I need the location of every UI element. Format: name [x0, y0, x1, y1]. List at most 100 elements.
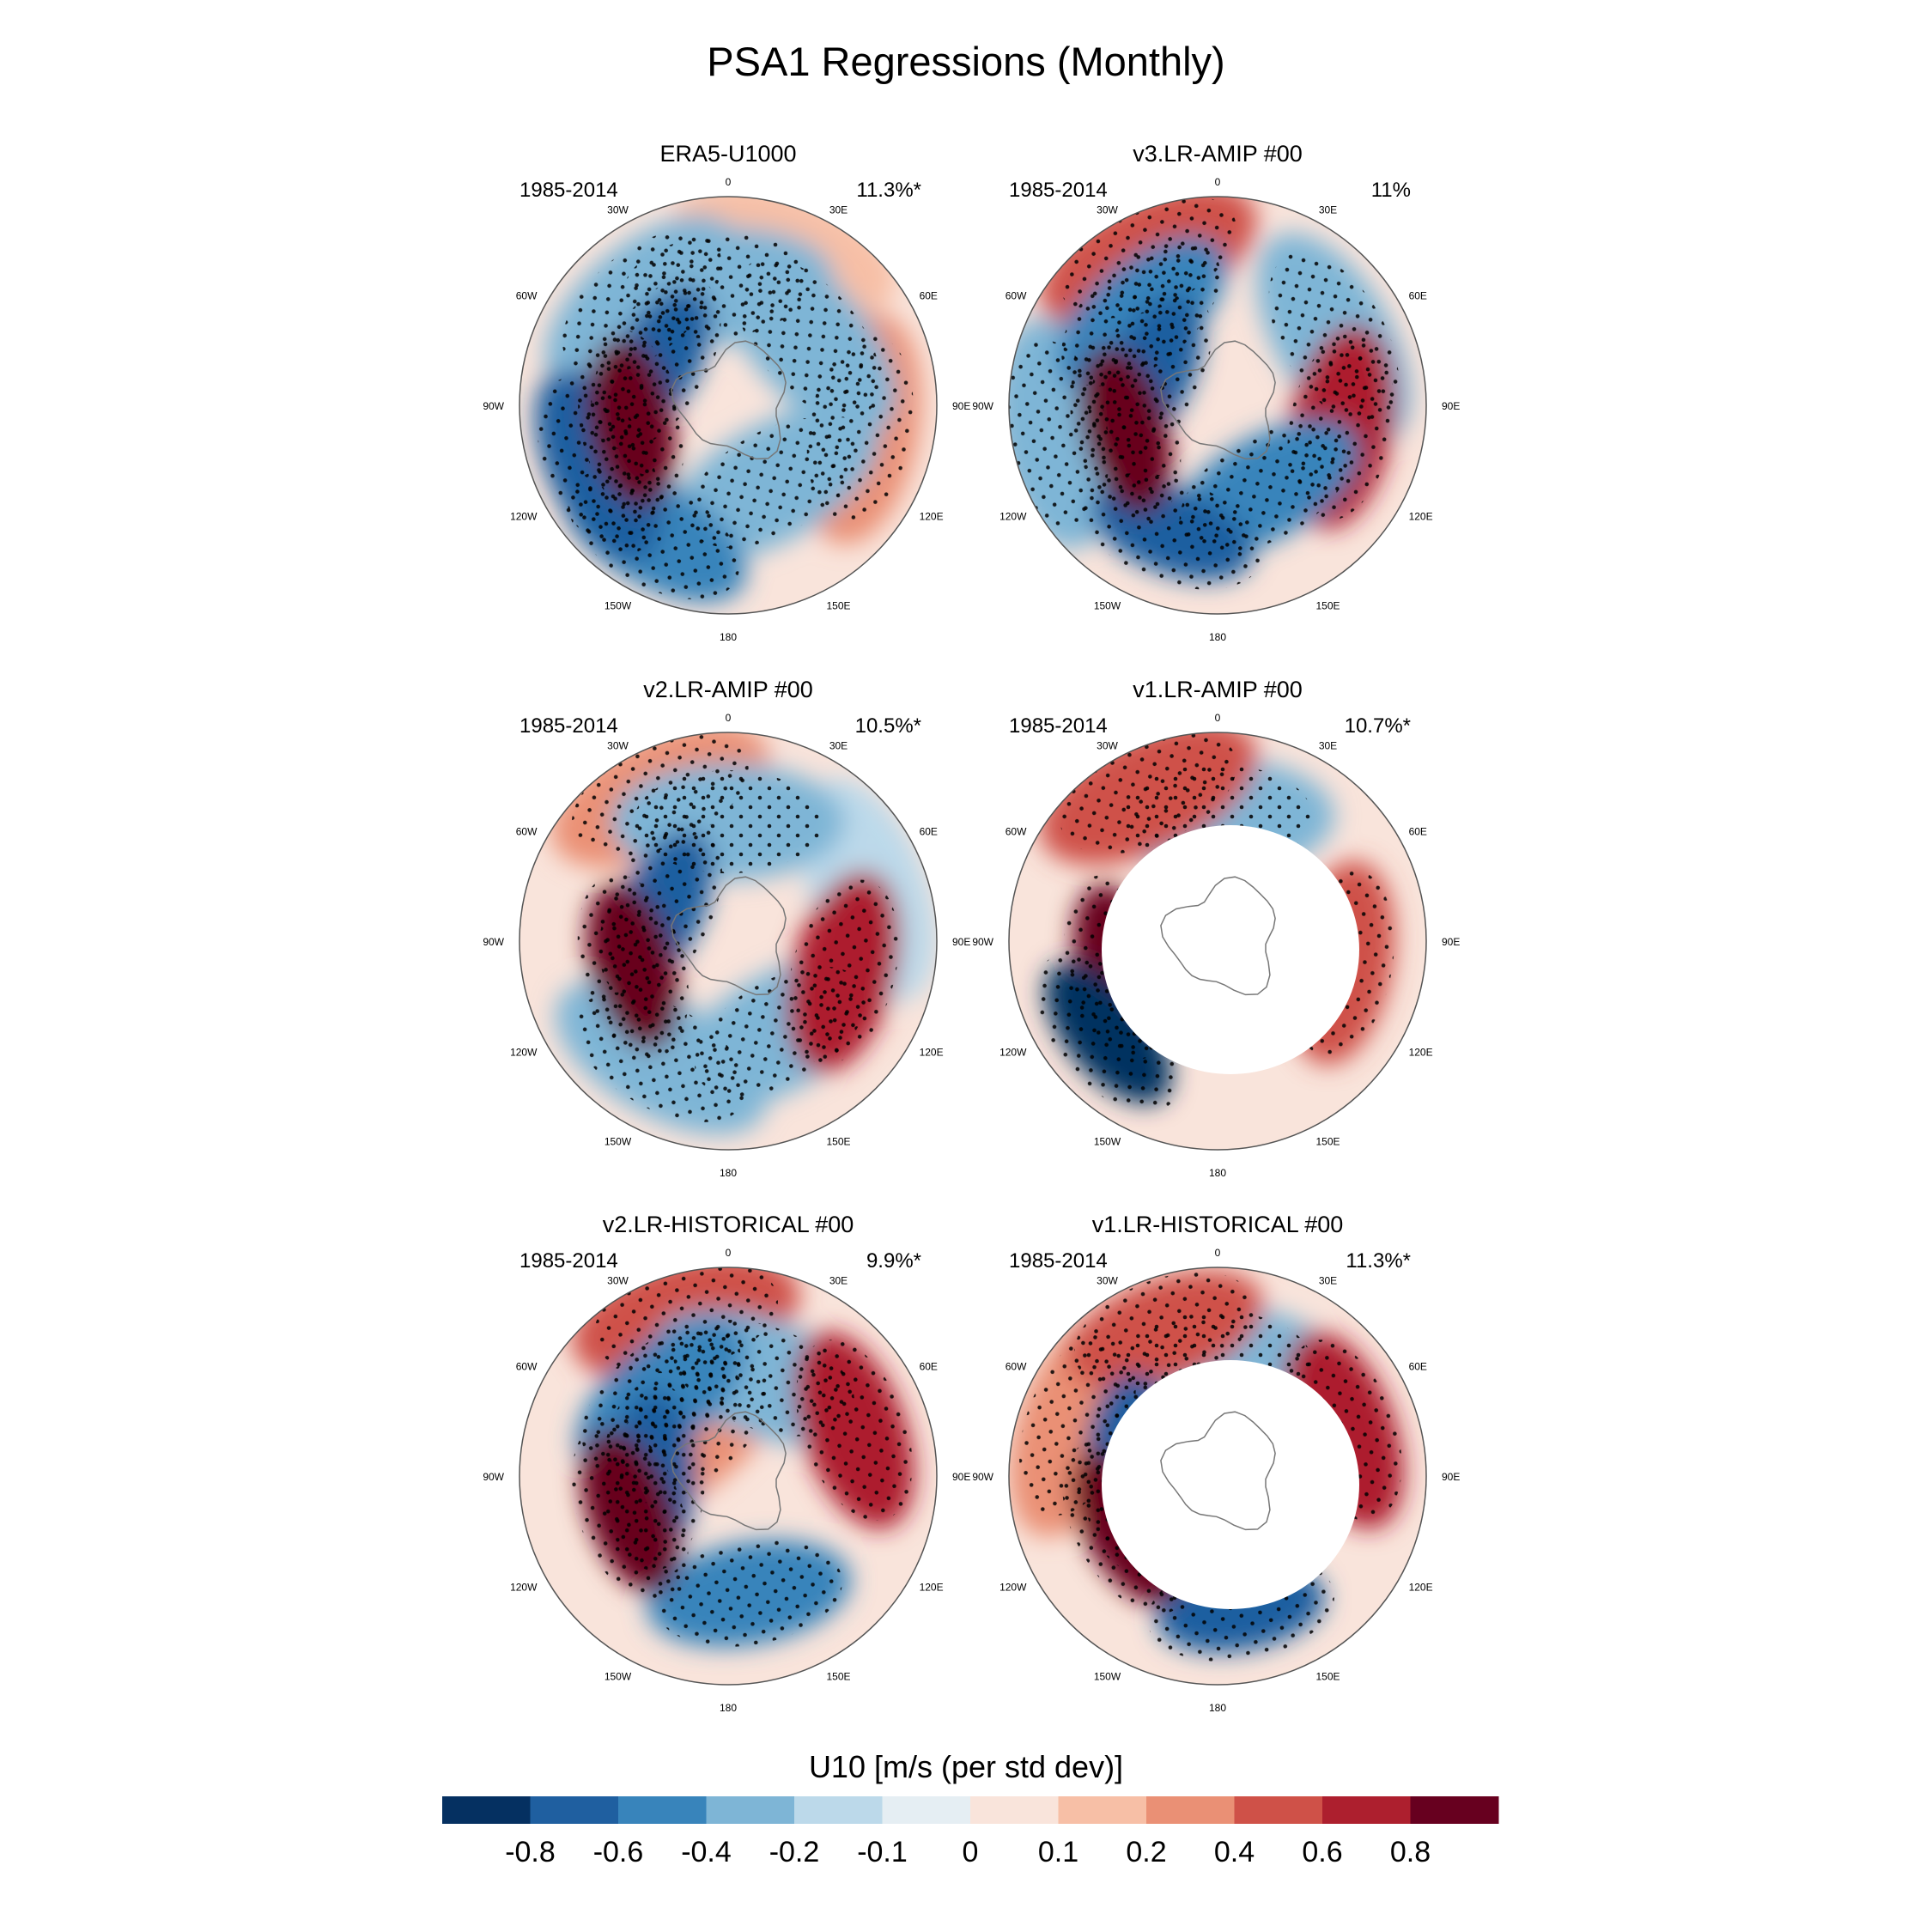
longitude-label: 60E — [920, 290, 938, 302]
colorbar-swatch — [794, 1796, 883, 1824]
panel-title: v2.LR-AMIP #00 — [643, 677, 813, 702]
longitude-label: 180 — [720, 1167, 737, 1179]
significance-stipple — [634, 770, 823, 874]
panel-percent: 9.9%* — [866, 1249, 921, 1273]
longitude-label: 150W — [1094, 600, 1121, 612]
longitude-label: 30E — [1319, 204, 1337, 216]
significance-stipple — [687, 417, 859, 548]
colorbar-tick-label: 0.8 — [1390, 1836, 1431, 1868]
longitude-label: 120W — [510, 1582, 538, 1594]
longitude-label: 120W — [510, 511, 538, 523]
significance-stipple — [1061, 241, 1221, 386]
longitude-label: 30W — [1097, 739, 1118, 751]
panel-period: 1985-2014 — [519, 1249, 618, 1273]
polar-panel: ERA5-U1000 1985-2014 11.3%* 0 30E 60E 90E 120E 1… — [483, 141, 970, 643]
longitude-label: 60W — [1005, 1361, 1027, 1373]
longitude-label: 30W — [607, 204, 629, 216]
panel-title: v1.LR-AMIP #00 — [1133, 677, 1303, 702]
longitude-label: 30W — [607, 1274, 629, 1286]
longitude-label: 60E — [1409, 290, 1427, 302]
longitude-label: 60W — [1005, 826, 1027, 838]
polar-panel: v3.LR-AMIP #00 1985-2014 11% 0 30E 60E 90E 120E… — [972, 141, 1460, 643]
antarctica-outline — [1160, 340, 1276, 460]
significance-stipple — [1009, 340, 1110, 527]
antarctica-outline — [671, 1411, 787, 1531]
longitude-label: 90W — [483, 936, 504, 948]
longitude-label: 150E — [826, 1136, 850, 1148]
longitude-label: 150E — [1315, 1136, 1340, 1148]
panel-percent: 10.5%* — [855, 714, 921, 738]
longitude-label: 30W — [607, 739, 629, 751]
panel-percent: 11.3%* — [1346, 1249, 1411, 1273]
map-border — [519, 732, 938, 1151]
longitude-label: 180 — [720, 1702, 737, 1714]
colorbar-tick-label: 0.4 — [1214, 1836, 1255, 1868]
colorbar-tick-label: -0.8 — [505, 1836, 556, 1868]
longitude-label: 90E — [952, 1471, 970, 1483]
longitude-label: 30E — [829, 1274, 848, 1286]
sea-ice-mask — [1102, 1360, 1359, 1609]
longitude-label: 30W — [1097, 204, 1118, 216]
longitude-label: 0 — [726, 1247, 732, 1259]
longitude-label: 90E — [1442, 400, 1460, 412]
map-border — [1008, 1267, 1427, 1686]
longitude-label: 60W — [516, 1361, 538, 1373]
panel-percent: 10.7%* — [1345, 714, 1411, 738]
longitude-label: 60W — [516, 826, 538, 838]
significance-stipple — [1036, 953, 1181, 1113]
longitude-label: 90W — [972, 1471, 993, 1483]
colorbar: -0.8 -0.6 -0.4 -0.2 -0.1 0 0.1 0.2 0.4 0.6 0.8 — [442, 1796, 1499, 1868]
panel-percent: 11% — [1371, 179, 1411, 202]
longitude-label: 120W — [999, 1047, 1027, 1059]
panels: ERA5-U1000 1985-2014 11.3%* 0 30E 60E 90E 120E 1… — [483, 141, 1460, 1714]
map-border — [1008, 732, 1427, 1151]
longitude-label: 60E — [1409, 826, 1427, 838]
longitude-label: 180 — [1209, 1702, 1226, 1714]
colorbar-tick-label: -0.2 — [769, 1836, 820, 1868]
significance-stipple — [655, 1540, 842, 1647]
panel-period: 1985-2014 — [1009, 714, 1108, 738]
longitude-label: 30W — [1097, 1274, 1118, 1286]
longitude-label: 150W — [605, 600, 632, 612]
panel-period: 1985-2014 — [519, 714, 618, 738]
significance-stipple — [694, 966, 866, 1097]
colorbar-swatch — [1058, 1796, 1147, 1824]
polar-panel: v1.LR-AMIP #00 1985-2014 10.7%* 0 30E 60E 90E 1… — [972, 677, 1460, 1179]
longitude-label: 90E — [952, 936, 970, 948]
significance-stipple — [575, 992, 747, 1122]
polar-panel: v2.LR-AMIP #00 1985-2014 10.5%* 0 30E 60E 90E 1… — [483, 677, 970, 1179]
colorbar-label: U10 [m/s (per std dev)] — [809, 1749, 1123, 1784]
colorbar-swatch — [618, 1796, 707, 1824]
longitude-label: 150W — [605, 1671, 632, 1683]
longitude-label: 120E — [920, 511, 944, 523]
longitude-label: 0 — [1215, 1247, 1221, 1259]
colorbar-swatch — [1234, 1796, 1323, 1824]
map-border — [519, 1267, 938, 1686]
colorbar-swatch — [1410, 1796, 1499, 1824]
longitude-label: 60E — [920, 1361, 938, 1373]
longitude-label: 120E — [920, 1582, 944, 1594]
colorbar-tick-label: -0.4 — [681, 1836, 732, 1868]
panel-percent: 11.3%* — [856, 179, 921, 202]
map-border — [1008, 196, 1427, 615]
longitude-label: 60E — [920, 826, 938, 838]
longitude-label: 120E — [1409, 1582, 1433, 1594]
map-border — [519, 196, 938, 615]
longitude-label: 90E — [1442, 936, 1460, 948]
colorbar-swatch — [442, 1796, 531, 1824]
longitude-label: 150W — [605, 1136, 632, 1148]
colorbar-swatch — [882, 1796, 971, 1824]
antarctica-outline — [671, 340, 787, 460]
colorbar-tick-label: -0.6 — [593, 1836, 644, 1868]
colorbar-tick-label: -0.1 — [857, 1836, 908, 1868]
antarctica-outline — [1160, 876, 1276, 996]
significance-stipple — [735, 258, 881, 418]
antarctica-outline — [1160, 1411, 1276, 1531]
colorbar-tick-label: 0.6 — [1302, 1836, 1342, 1868]
colorbar-tick-label: 0.2 — [1126, 1836, 1166, 1868]
antarctica-outline — [671, 876, 787, 996]
longitude-label: 120E — [1409, 511, 1433, 523]
colorbar-swatch — [1146, 1796, 1235, 1824]
longitude-label: 150E — [826, 600, 850, 612]
